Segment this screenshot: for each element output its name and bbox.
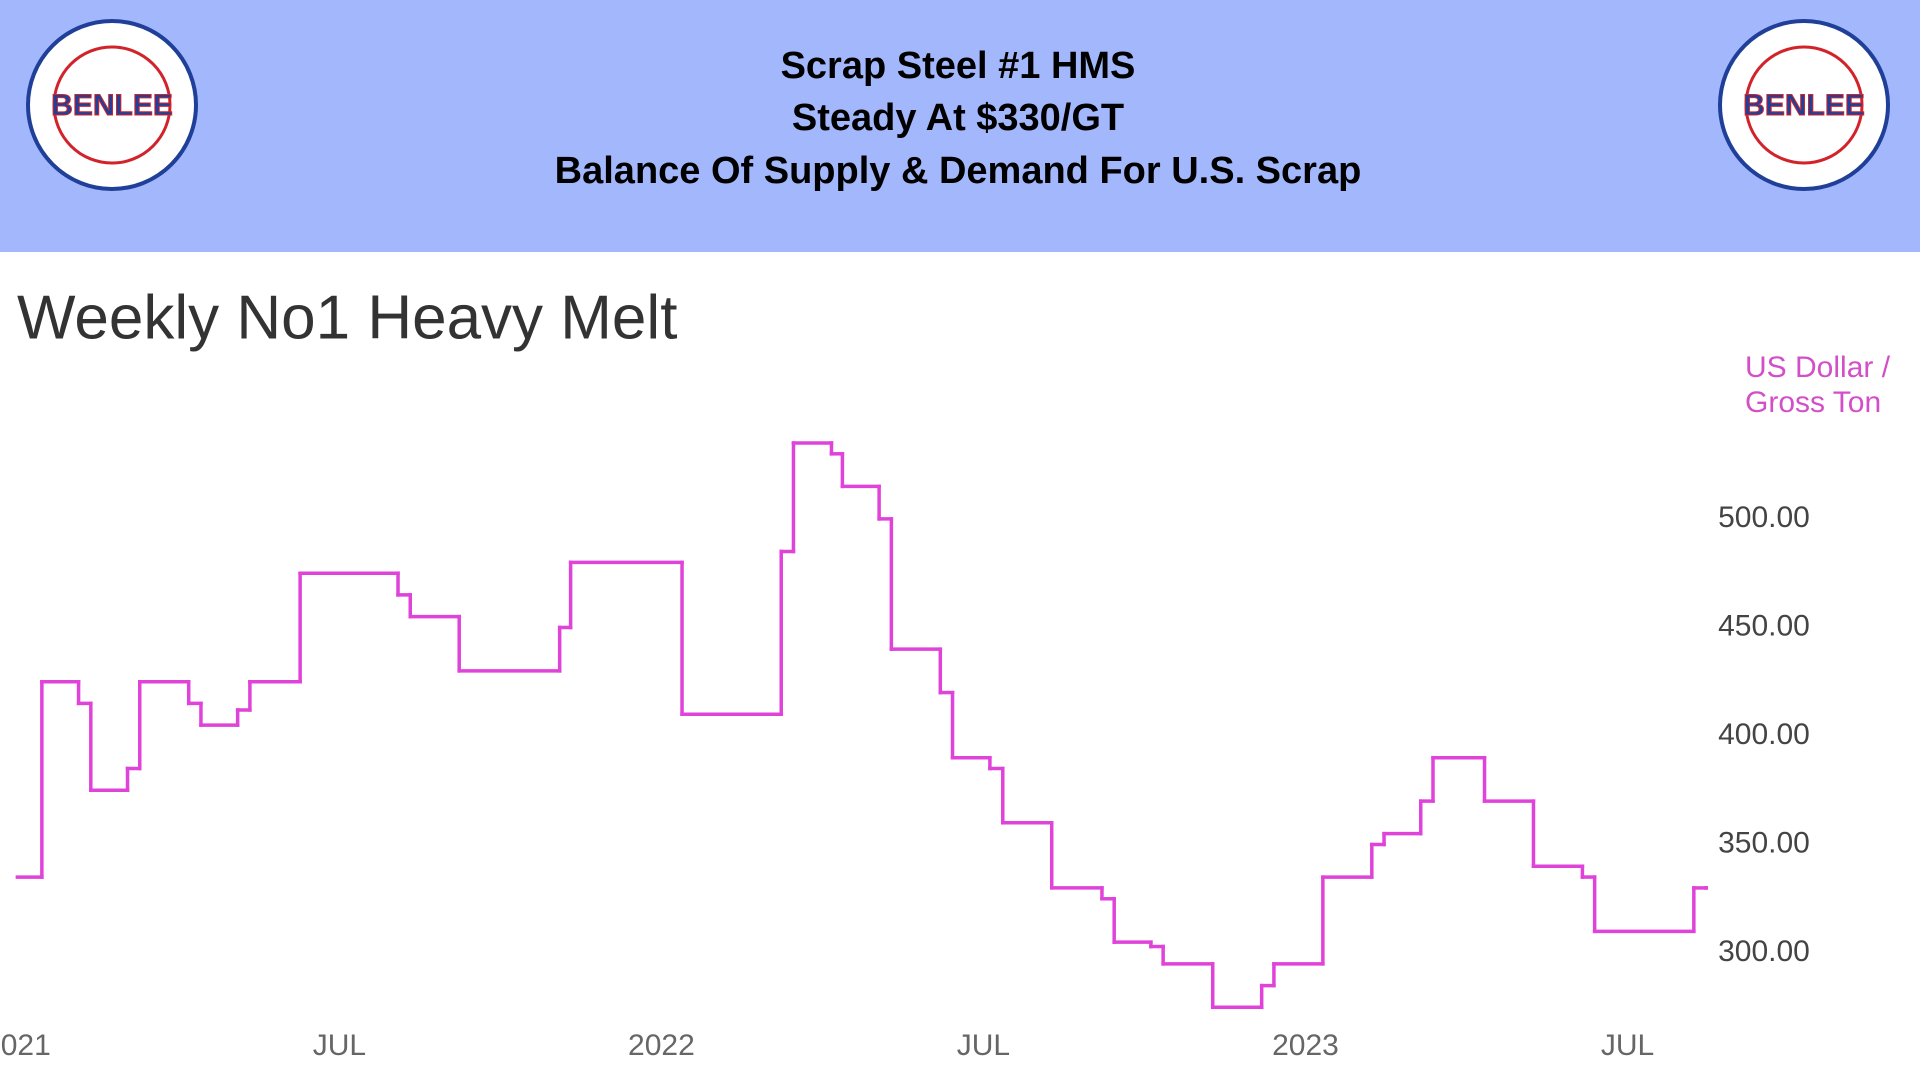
header-line: Scrap Steel #1 HMS [781,45,1136,87]
y-axis-label: Gross Ton [1745,386,1881,419]
chart-title: Weekly No1 Heavy Melt [17,283,677,352]
logo-left: BENLEE [26,19,198,191]
y-tick-label: 500.00 [1718,501,1810,534]
header-line: Balance Of Supply & Demand For U.S. Scra… [555,150,1362,192]
y-tick-label: 400.00 [1718,718,1810,751]
logo-text: BENLEE [1743,89,1865,122]
header-band [0,0,1920,252]
x-tick-label: JUL [1601,1029,1654,1062]
header-line: Steady At $330/GT [792,97,1124,139]
y-tick-label: 350.00 [1718,826,1810,859]
y-tick-label: 300.00 [1718,935,1810,968]
x-tick-label: JUL [957,1029,1010,1062]
y-tick-label: 450.00 [1718,609,1810,642]
x-tick-label: 2023 [1272,1029,1339,1062]
x-tick-label: JUL [313,1029,366,1062]
logo-text: BENLEE [51,89,173,122]
y-axis-label: US Dollar / [1745,351,1891,384]
x-tick-label: 2022 [628,1029,695,1062]
logo-right: BENLEE [1718,19,1890,191]
x-tick-label: 2021 [0,1029,51,1062]
